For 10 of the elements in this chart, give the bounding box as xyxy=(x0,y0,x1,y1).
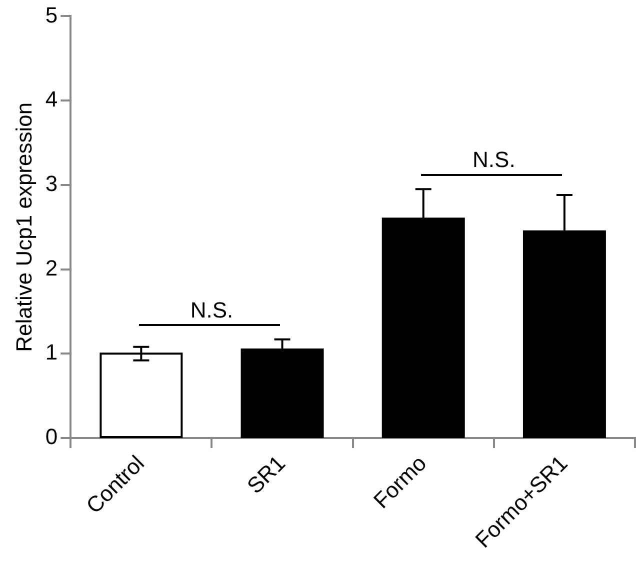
y-tick-label: 1 xyxy=(45,340,58,365)
y-tick-label: 0 xyxy=(45,424,58,450)
x-tick-label: SR1 xyxy=(242,450,290,498)
y-tick-label: 4 xyxy=(45,86,58,112)
y-tick-label: 2 xyxy=(45,255,58,280)
y-axis-title: Relative Ucp1 expression xyxy=(11,102,36,352)
y-tick-label: 3 xyxy=(45,171,58,196)
annotation: N.S. xyxy=(190,297,234,322)
annotation: N.S. xyxy=(472,147,516,172)
y-tick-label: 5 xyxy=(45,2,58,28)
